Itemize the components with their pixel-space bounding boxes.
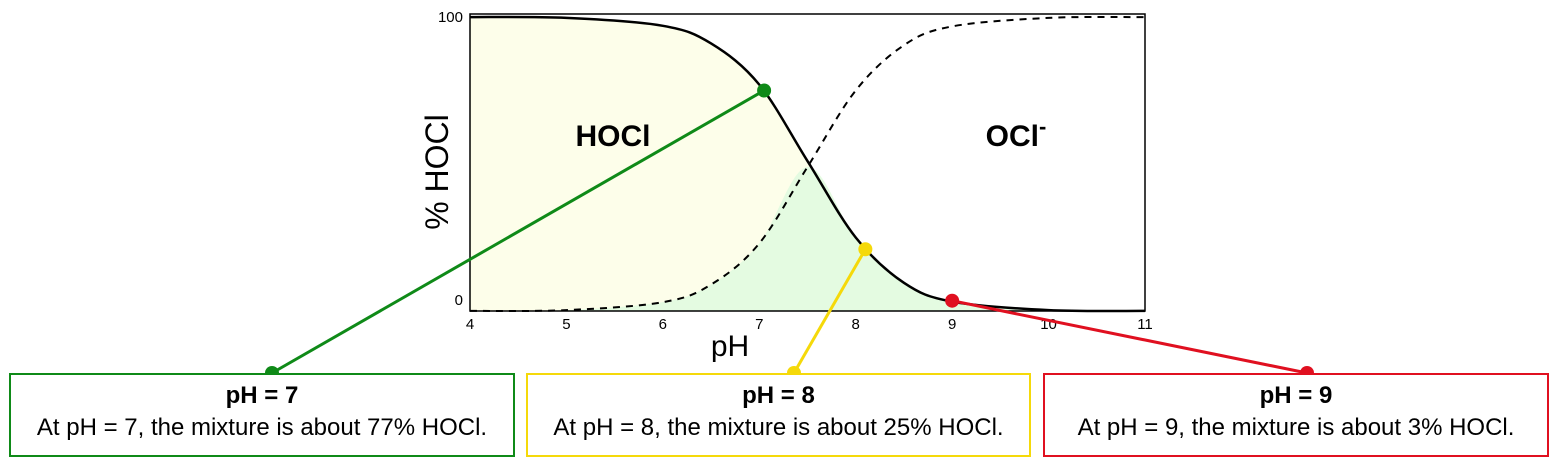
region-label-ocl-superscript: - xyxy=(1039,114,1046,139)
hocl-region-fill xyxy=(470,16,1145,312)
callout-ph9-text: At pH = 9, the mixture is about 3% HOCl. xyxy=(1077,414,1515,441)
highlighted-point xyxy=(858,242,873,257)
callout-ph7-title: pH = 7 xyxy=(225,382,299,409)
x-tick-label: 9 xyxy=(948,316,956,333)
x-tick-label: 4 xyxy=(466,316,474,333)
x-tick-label: 7 xyxy=(755,316,763,333)
region-label-hocl: HOCl xyxy=(576,120,651,153)
callout-connector xyxy=(951,299,1308,375)
region-label-ocl: OCl- xyxy=(986,114,1047,153)
y-tick-labels: 0 100 xyxy=(438,9,463,309)
callout-ph8: pH = 8 At pH = 8, the mixture is about 2… xyxy=(526,373,1031,457)
callout-ph9: pH = 9 At pH = 9, the mixture is about 3… xyxy=(1043,373,1549,457)
plot-frame xyxy=(469,13,1146,312)
region-label-ocl-text: OCl xyxy=(986,120,1039,153)
callout-connectors xyxy=(271,89,1308,375)
callout-connector xyxy=(792,248,867,374)
ocl-curve-dashed xyxy=(469,15,1146,313)
callout-ph8-title: pH = 8 xyxy=(742,382,815,409)
x-tick-label: 6 xyxy=(659,316,667,333)
callout-ph9-title: pH = 9 xyxy=(1259,382,1333,409)
callout-ph7-text: At pH = 7, the mixture is about 77% HOCl… xyxy=(36,414,488,441)
x-tick-label: 8 xyxy=(852,316,860,333)
highlighted-point xyxy=(945,293,960,308)
callout-ph8-text: At pH = 8, the mixture is about 25% HOCl… xyxy=(553,414,1004,441)
callout-connector xyxy=(271,89,765,375)
overlap-region-fill xyxy=(470,166,1145,312)
x-axis-label: pH xyxy=(711,330,749,363)
y-tick-label: 0 xyxy=(455,292,463,309)
y-tick-label: 100 xyxy=(438,9,463,26)
x-tick-label: 5 xyxy=(562,316,570,333)
x-tick-labels: 4 5 6 7 8 9 10 11 xyxy=(466,316,1153,333)
y-axis-label: % HOCl xyxy=(419,114,455,230)
callout-ph7: pH = 7 At pH = 7, the mixture is about 7… xyxy=(9,373,515,457)
highlighted-point xyxy=(757,83,772,98)
x-tick-label: 11 xyxy=(1137,316,1153,333)
hocl-curve-solid xyxy=(469,15,1146,313)
